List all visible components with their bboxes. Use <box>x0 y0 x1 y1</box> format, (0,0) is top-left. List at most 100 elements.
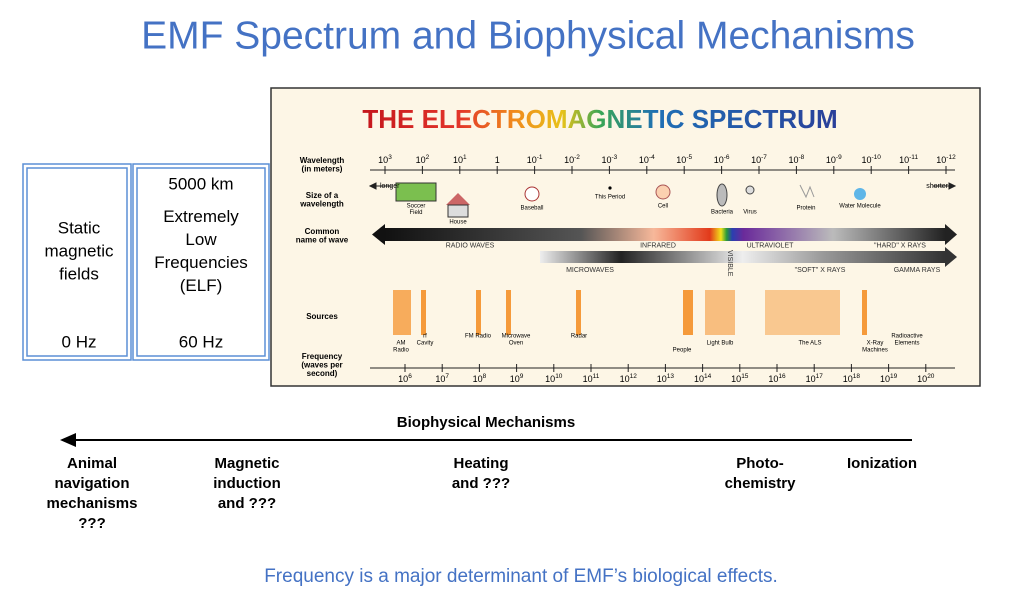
frequency-tick-base: 10 <box>435 374 445 384</box>
frequency-tick-exp: 7 <box>445 373 449 380</box>
frequency-tick-exp: 17 <box>816 373 824 380</box>
box-label: Low <box>185 230 217 249</box>
row-label: wavelength <box>299 200 344 209</box>
mechanism-label: mechanisms <box>47 495 138 512</box>
size-label: Soccer <box>407 204 426 210</box>
wavelength-tick-base: 10 <box>789 155 799 165</box>
wavelength-tick-exp: -10 <box>872 154 882 161</box>
size-label: Virus <box>743 210 757 216</box>
wavelength-tick-base: 10 <box>676 155 686 165</box>
wavelength-tick: 101 <box>453 154 467 166</box>
box-bottom: 0 Hz <box>62 332 97 351</box>
frequency-tick-exp: 13 <box>667 373 675 380</box>
mechanism-label: Magnetic <box>214 455 279 472</box>
mechanism-label: Ionization <box>847 455 917 472</box>
box-label: (ELF) <box>180 276 223 295</box>
frequency-tick-base: 10 <box>806 374 816 384</box>
wavelength-tick: 1 <box>495 155 500 165</box>
frequency-tick-base: 10 <box>398 374 408 384</box>
frequency-tick-base: 10 <box>917 374 927 384</box>
mechanism-label: chemistry <box>725 475 797 492</box>
frequency-tick-base: 10 <box>510 374 520 384</box>
wavelength-tick: 10-11 <box>899 154 918 166</box>
source-label: rf <box>423 334 427 340</box>
mechanism-label: ??? <box>78 515 106 532</box>
row-label: (in meters) <box>302 165 343 174</box>
box-label: Static <box>58 218 101 237</box>
wavelength-tick-exp: -5 <box>686 154 692 161</box>
wave-label: "HARD" X RAYS <box>874 242 926 249</box>
wavelength-tick-exp: -11 <box>909 154 918 161</box>
frequency-tick: 1018 <box>843 373 861 385</box>
wave-label: RADIO WAVES <box>446 242 495 249</box>
source-label: People <box>673 348 692 354</box>
box-label: Frequencies <box>154 253 248 272</box>
wavelength-tick: 102 <box>416 154 430 166</box>
frequency-tick-exp: 6 <box>408 373 412 380</box>
frequency-tick-exp: 8 <box>483 373 487 380</box>
wavelength-tick-exp: -7 <box>761 154 767 161</box>
wavelength-tick: 10-10 <box>861 154 881 166</box>
wavelength-tick-base: 10 <box>378 155 388 165</box>
wavelength-tick: 10-6 <box>714 154 730 166</box>
wavelength-tick-exp: -3 <box>612 154 618 161</box>
slide-title: EMF Spectrum and Biophysical Mechanisms <box>141 14 915 57</box>
frequency-tick-exp: 15 <box>741 373 749 380</box>
wavelength-tick-base: 10 <box>602 155 612 165</box>
frequency-tick-exp: 18 <box>853 373 861 380</box>
wavelength-tick-exp: 2 <box>426 154 430 161</box>
source-label: Oven <box>509 341 523 347</box>
frequency-tick: 1010 <box>545 373 563 385</box>
size-label: House <box>449 220 467 226</box>
wavelength-tick: 10-1 <box>527 154 543 166</box>
frequency-tick: 1013 <box>657 373 675 385</box>
wavelength-tick-base: 10 <box>453 155 463 165</box>
wavelength-tick-exp: -12 <box>946 154 956 161</box>
wavelength-tick-exp: 3 <box>388 154 392 161</box>
frequency-tick: 1015 <box>731 373 749 385</box>
box-top: 5000 km <box>168 174 233 193</box>
frequency-tick-base: 10 <box>694 374 704 384</box>
wavelength-tick-base: 10 <box>564 155 574 165</box>
wave-arrow <box>372 224 385 245</box>
frequency-tick-exp: 14 <box>704 373 712 380</box>
frequency-tick-exp: 10 <box>555 373 563 380</box>
source-label: Machines <box>862 348 888 354</box>
frequency-tick: 109 <box>510 373 524 385</box>
box-label: magnetic <box>45 241 114 260</box>
wave-label: GAMMA RAYS <box>894 267 941 274</box>
size-icons <box>395 182 866 218</box>
wavelength-tick-exp: -4 <box>649 154 655 161</box>
frequency-tick: 108 <box>473 373 487 385</box>
box-bottom: 60 Hz <box>179 332 223 351</box>
mechanisms-heading: Biophysical Mechanisms <box>397 414 575 431</box>
frequency-tick-base: 10 <box>657 374 667 384</box>
source-label: The ALS <box>798 341 821 347</box>
frequency-tick: 1016 <box>768 373 786 385</box>
mechanism-label: Animal <box>67 455 117 472</box>
row-label: (waves per <box>301 361 342 370</box>
frequency-tick: 1020 <box>917 373 935 385</box>
wavelength-tick-base: 10 <box>936 155 946 165</box>
frequency-tick-base: 10 <box>731 374 741 384</box>
wavelength-tick-base: 10 <box>639 155 649 165</box>
box-frames <box>22 163 270 361</box>
frequency-tick-base: 10 <box>620 374 630 384</box>
wavelength-tick-base: 10 <box>826 155 836 165</box>
source-label: Microwave <box>502 334 531 340</box>
wavelength-tick-base: 10 <box>416 155 426 165</box>
frequency-tick-base: 10 <box>583 374 593 384</box>
frequency-tick: 1014 <box>694 373 712 385</box>
wavelength-tick: 10-5 <box>676 154 692 166</box>
wave-label: "SOFT" X RAYS <box>795 267 846 274</box>
size-label: This Period <box>595 195 625 201</box>
box-label: Extremely <box>163 207 239 226</box>
row-label: Sources <box>306 312 338 321</box>
frequency-tick: 107 <box>435 373 449 385</box>
wavelength-tick-exp: -6 <box>724 154 730 161</box>
wavelength-tick: 103 <box>378 154 392 166</box>
source-label: FM Radio <box>465 334 492 340</box>
visible-label: VISIBLE <box>726 250 733 277</box>
wave-label: INFRARED <box>640 242 676 249</box>
